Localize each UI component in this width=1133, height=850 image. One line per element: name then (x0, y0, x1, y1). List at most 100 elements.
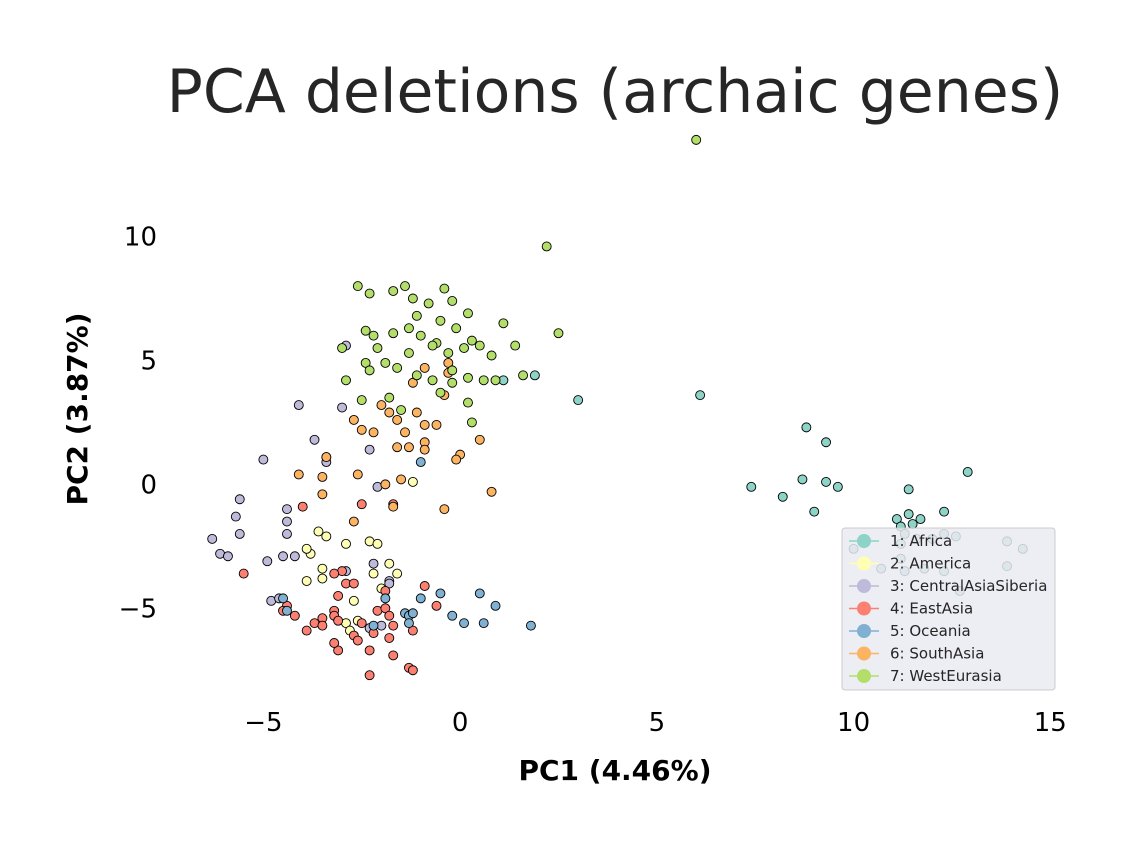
data-point-oceania (525, 620, 536, 631)
data-point-africa (529, 370, 540, 381)
data-point-southasia (392, 442, 403, 453)
data-point-centralasiasiberia (278, 551, 288, 562)
data-point-westeurasia (388, 286, 399, 297)
data-point-eastasia (333, 590, 344, 601)
y-axis-label: PC2 (3.87%) (61, 312, 94, 505)
y-tick-labels: −5 0 5 10 (119, 223, 157, 625)
data-point-westeurasia (541, 241, 552, 252)
data-point-eastasia (407, 665, 418, 676)
x-tick-label: −5 (244, 708, 282, 738)
data-point-westeurasia (443, 348, 454, 358)
data-point-southasia (400, 427, 410, 438)
data-point-southasia (474, 434, 485, 445)
data-point-westeurasia (474, 340, 485, 351)
data-point-eastasia (356, 618, 367, 629)
data-point-eastasia (348, 578, 359, 589)
data-point-america (368, 568, 379, 579)
data-point-eastasia (364, 670, 375, 681)
data-point-westeurasia (360, 325, 371, 336)
data-point-westeurasia (364, 288, 375, 299)
data-point-westeurasia (435, 387, 446, 398)
y-tick-label: −5 (119, 594, 157, 624)
data-point-america (301, 576, 312, 586)
x-tick-label: 15 (1034, 708, 1067, 738)
legend-marker (857, 556, 871, 571)
data-point-westeurasia (404, 348, 414, 358)
data-point-southasia (380, 479, 391, 490)
data-point-eastasia (388, 650, 399, 661)
data-point-oceania (368, 620, 379, 631)
data-point-oceania (380, 593, 391, 604)
data-point-america (341, 538, 351, 549)
legend: 1: Africa 2: America 3: CentralAsiaSiberia… (841, 527, 1056, 691)
data-point-oceania (474, 588, 485, 599)
data-point-america (392, 568, 403, 579)
data-point-southasia (396, 474, 407, 485)
data-point-southasia (439, 504, 450, 515)
data-point-oceania (459, 618, 469, 629)
data-point-africa (832, 481, 843, 492)
data-point-westeurasia (364, 365, 375, 376)
data-point-southasia (348, 414, 359, 425)
data-point-eastasia (317, 620, 328, 631)
legend-label: 4: EastAsia (890, 600, 973, 618)
y-tick-label: 10 (124, 223, 157, 253)
x-tick-label: 5 (649, 708, 666, 738)
data-point-southasia (384, 407, 395, 418)
legend-entry: 4: EastAsia (849, 600, 973, 618)
legend-marker (857, 579, 871, 593)
data-point-eastasia (329, 638, 340, 648)
data-point-southasia (293, 469, 304, 480)
legend-items: 1: Africa 2: America 3: CentralAsiaSiberia… (849, 532, 1047, 685)
data-point-southasia (368, 427, 379, 438)
data-point-westeurasia (459, 343, 469, 354)
data-point-southasia (356, 424, 367, 435)
data-point-africa (962, 467, 973, 477)
data-point-southasia (411, 407, 422, 418)
data-point-america (321, 531, 332, 542)
legend-entry: 3: CentralAsiaSiberia (849, 577, 1047, 595)
data-point-westeurasia (435, 315, 446, 326)
legend-box (841, 527, 1056, 691)
data-point-westeurasia (404, 323, 414, 334)
data-point-westeurasia (463, 372, 473, 383)
legend-label: 7: WestEurasia (890, 667, 1002, 685)
data-point-westeurasia (396, 405, 407, 415)
data-point-centralasiasiberia (282, 516, 292, 527)
data-point-eastasia (356, 499, 367, 510)
data-point-africa (809, 506, 820, 517)
data-point-westeurasia (352, 281, 363, 292)
data-point-eastasia (329, 568, 340, 579)
data-point-eastasia (384, 633, 395, 643)
data-point-westeurasia (463, 397, 473, 408)
data-point-centralasiasiberia (207, 533, 218, 544)
legend-entry: 2: America (849, 555, 971, 573)
data-point-centralasiasiberia (337, 402, 348, 413)
data-point-westeurasia (691, 134, 702, 145)
legend-entry: 1: Africa (849, 532, 952, 550)
data-point-southasia (317, 489, 328, 500)
legend-marker (857, 534, 871, 548)
data-point-america (301, 543, 312, 554)
data-point-westeurasia (451, 323, 462, 334)
data-point-westeurasia (486, 350, 497, 361)
data-point-westeurasia (341, 375, 351, 386)
data-point-westeurasia (447, 377, 458, 388)
data-point-oceania (278, 593, 288, 604)
data-point-southasia (404, 442, 414, 453)
data-point-westeurasia (447, 365, 458, 376)
data-point-westeurasia (498, 318, 509, 329)
data-point-eastasia (301, 625, 312, 636)
data-point-africa (573, 395, 584, 406)
data-point-westeurasia (384, 392, 395, 403)
legend-label: 3: CentralAsiaSiberia (890, 577, 1047, 595)
data-point-southasia (352, 469, 363, 480)
data-point-westeurasia (337, 343, 348, 354)
data-point-eastasia (384, 610, 395, 621)
data-point-africa (797, 474, 808, 485)
data-point-westeurasia (553, 328, 564, 339)
data-point-southasia (419, 362, 430, 373)
legend-marker (857, 601, 871, 616)
data-point-america (313, 526, 324, 537)
